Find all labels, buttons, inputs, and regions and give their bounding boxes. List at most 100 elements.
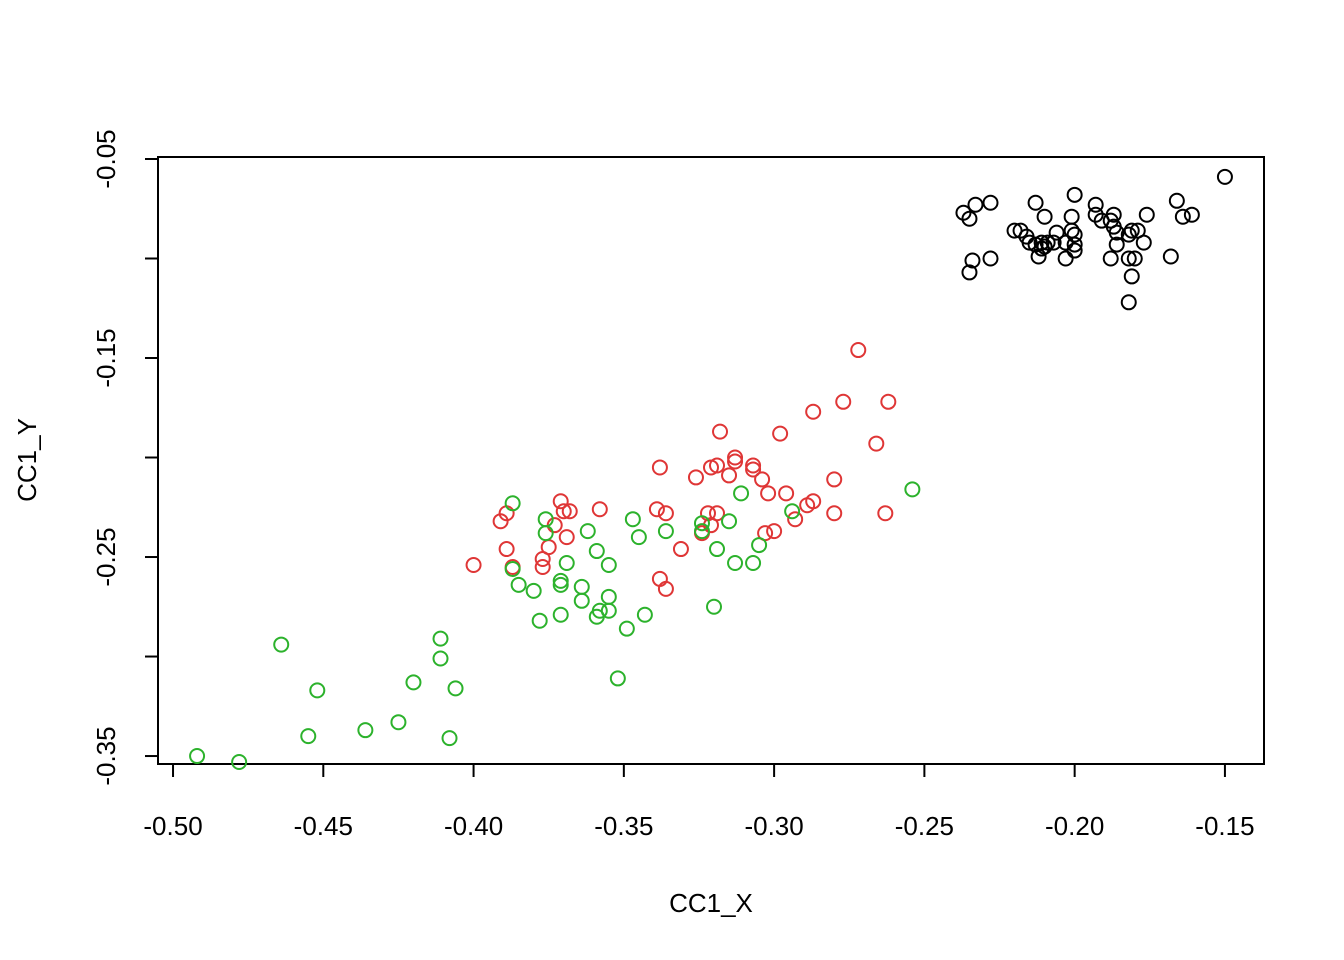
point-group-3 (189, 481, 921, 771)
data-point (558, 529, 575, 546)
point-group-2 (465, 342, 897, 597)
data-point (727, 453, 744, 470)
data-point (967, 196, 984, 213)
data-point (754, 471, 771, 488)
data-point (784, 503, 801, 520)
data-points (189, 168, 1233, 771)
data-point (835, 393, 852, 410)
x-tick-label: -0.40 (444, 811, 503, 841)
data-point (552, 493, 569, 510)
data-point (432, 650, 449, 667)
data-point (964, 252, 981, 269)
data-point (573, 592, 590, 609)
data-point (868, 435, 885, 452)
data-point (537, 525, 554, 542)
data-point (552, 606, 569, 623)
data-point (1138, 206, 1155, 223)
data-point (1123, 222, 1140, 239)
data-point (447, 680, 464, 697)
data-point (609, 670, 626, 687)
data-point (982, 250, 999, 267)
data-point (555, 503, 572, 520)
data-point (231, 754, 248, 771)
data-point (955, 204, 972, 221)
y-tick-label: -0.05 (91, 129, 121, 188)
x-axis: -0.50 -0.45 -0.40 -0.35 -0.30 -0.25 -0.20 -0.15 (143, 763, 1255, 841)
data-point (1087, 196, 1104, 213)
data-point (651, 570, 668, 587)
data-point (657, 505, 674, 522)
data-point (648, 501, 665, 518)
data-point (504, 495, 521, 512)
data-point (1183, 206, 1200, 223)
data-point (693, 515, 710, 532)
data-point (504, 560, 521, 577)
data-point (534, 551, 551, 568)
data-point (772, 425, 789, 442)
data-point (1030, 248, 1047, 265)
data-point (982, 194, 999, 211)
data-point (600, 556, 617, 573)
data-point (573, 578, 590, 595)
data-point (492, 513, 509, 530)
data-point (510, 576, 527, 593)
data-point (1120, 294, 1137, 311)
data-point (561, 503, 578, 520)
data-point (826, 505, 843, 522)
x-tick-label: -0.20 (1045, 811, 1104, 841)
data-point (579, 523, 596, 540)
data-point (721, 467, 738, 484)
data-point (961, 264, 978, 281)
data-point (745, 554, 762, 571)
data-point (1066, 242, 1083, 259)
data-point (799, 497, 816, 514)
data-point (1126, 250, 1143, 267)
data-point (1066, 186, 1083, 203)
data-point (1102, 212, 1119, 229)
data-point (703, 459, 719, 476)
data-point (1216, 168, 1233, 185)
data-point (618, 620, 635, 637)
data-point (624, 511, 641, 528)
data-point (766, 523, 783, 540)
y-tick-label: -0.25 (91, 527, 121, 586)
data-point (525, 582, 542, 599)
x-tick-label: -0.30 (744, 811, 803, 841)
data-point (805, 403, 822, 420)
x-axis-title: CC1_X (669, 888, 753, 918)
data-point (745, 457, 762, 474)
data-point (745, 461, 762, 478)
x-tick-label: -0.50 (143, 811, 202, 841)
data-point (1174, 208, 1191, 225)
data-point (390, 714, 407, 731)
data-point (498, 541, 515, 558)
data-point (880, 393, 897, 410)
data-point (636, 606, 653, 623)
data-point (1120, 250, 1137, 267)
data-point (1057, 250, 1074, 267)
data-point (1063, 208, 1080, 225)
data-point (591, 501, 608, 518)
data-point (826, 471, 843, 488)
y-tick-label: -0.35 (91, 726, 121, 785)
point-group-1 (955, 168, 1233, 311)
data-point (751, 537, 768, 554)
data-point (432, 630, 449, 647)
data-point (588, 608, 605, 625)
data-point (712, 423, 729, 440)
data-point (552, 576, 569, 593)
data-point (1087, 206, 1104, 223)
data-point (1168, 192, 1185, 209)
data-point (778, 485, 795, 502)
data-point (1123, 268, 1140, 285)
data-point (1036, 208, 1053, 225)
data-point (693, 523, 710, 540)
data-point (787, 511, 804, 528)
data-point (1120, 226, 1137, 243)
data-point (600, 588, 617, 605)
data-point (273, 636, 290, 653)
data-point (588, 543, 605, 560)
data-point (850, 342, 867, 359)
data-point (1012, 222, 1029, 239)
